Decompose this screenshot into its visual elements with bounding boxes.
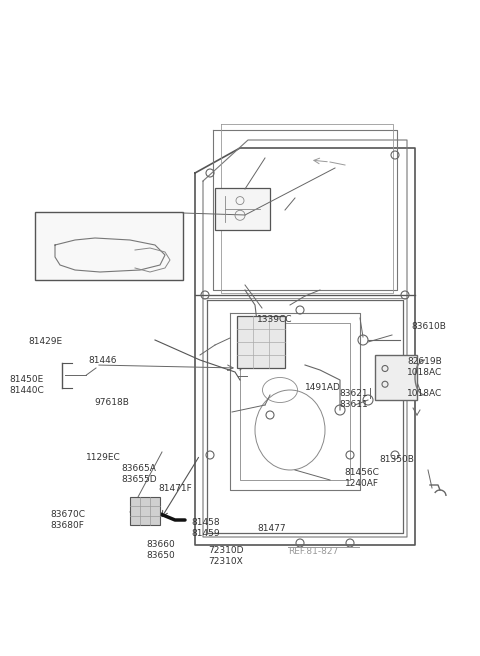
Bar [215,188,270,230]
Text: 83621
83611: 83621 83611 [339,389,368,409]
Text: 82619B: 82619B [407,357,442,366]
Text: 81456C
1240AF: 81456C 1240AF [345,468,380,487]
Text: 83670C
83680F: 83670C 83680F [50,510,85,530]
Text: 97618B: 97618B [95,398,130,407]
Text: 81450E
81440C: 81450E 81440C [10,375,44,395]
Text: 72310D
72310X: 72310D 72310X [208,546,243,566]
Text: 1018AC: 1018AC [407,368,442,377]
Text: 1491AD: 1491AD [305,382,341,392]
Bar [237,316,285,368]
Bar [375,355,417,400]
Text: 83660
83650: 83660 83650 [146,540,175,560]
Bar [130,497,160,525]
Text: 1129EC: 1129EC [86,453,121,462]
Text: 1339CC: 1339CC [257,315,292,324]
Text: 81471F: 81471F [158,484,192,493]
Text: 83610B: 83610B [412,322,447,331]
Text: 83665A
83655D: 83665A 83655D [121,464,157,484]
Text: 81477: 81477 [257,523,286,533]
Text: 81458
81459: 81458 81459 [191,518,220,538]
Text: 1018AC: 1018AC [407,389,442,398]
Text: 81446: 81446 [89,356,117,365]
Text: 81429E: 81429E [29,337,63,346]
Text: REF.81-827: REF.81-827 [288,546,338,556]
Text: 81350B: 81350B [379,455,414,464]
Bar [35,212,183,280]
